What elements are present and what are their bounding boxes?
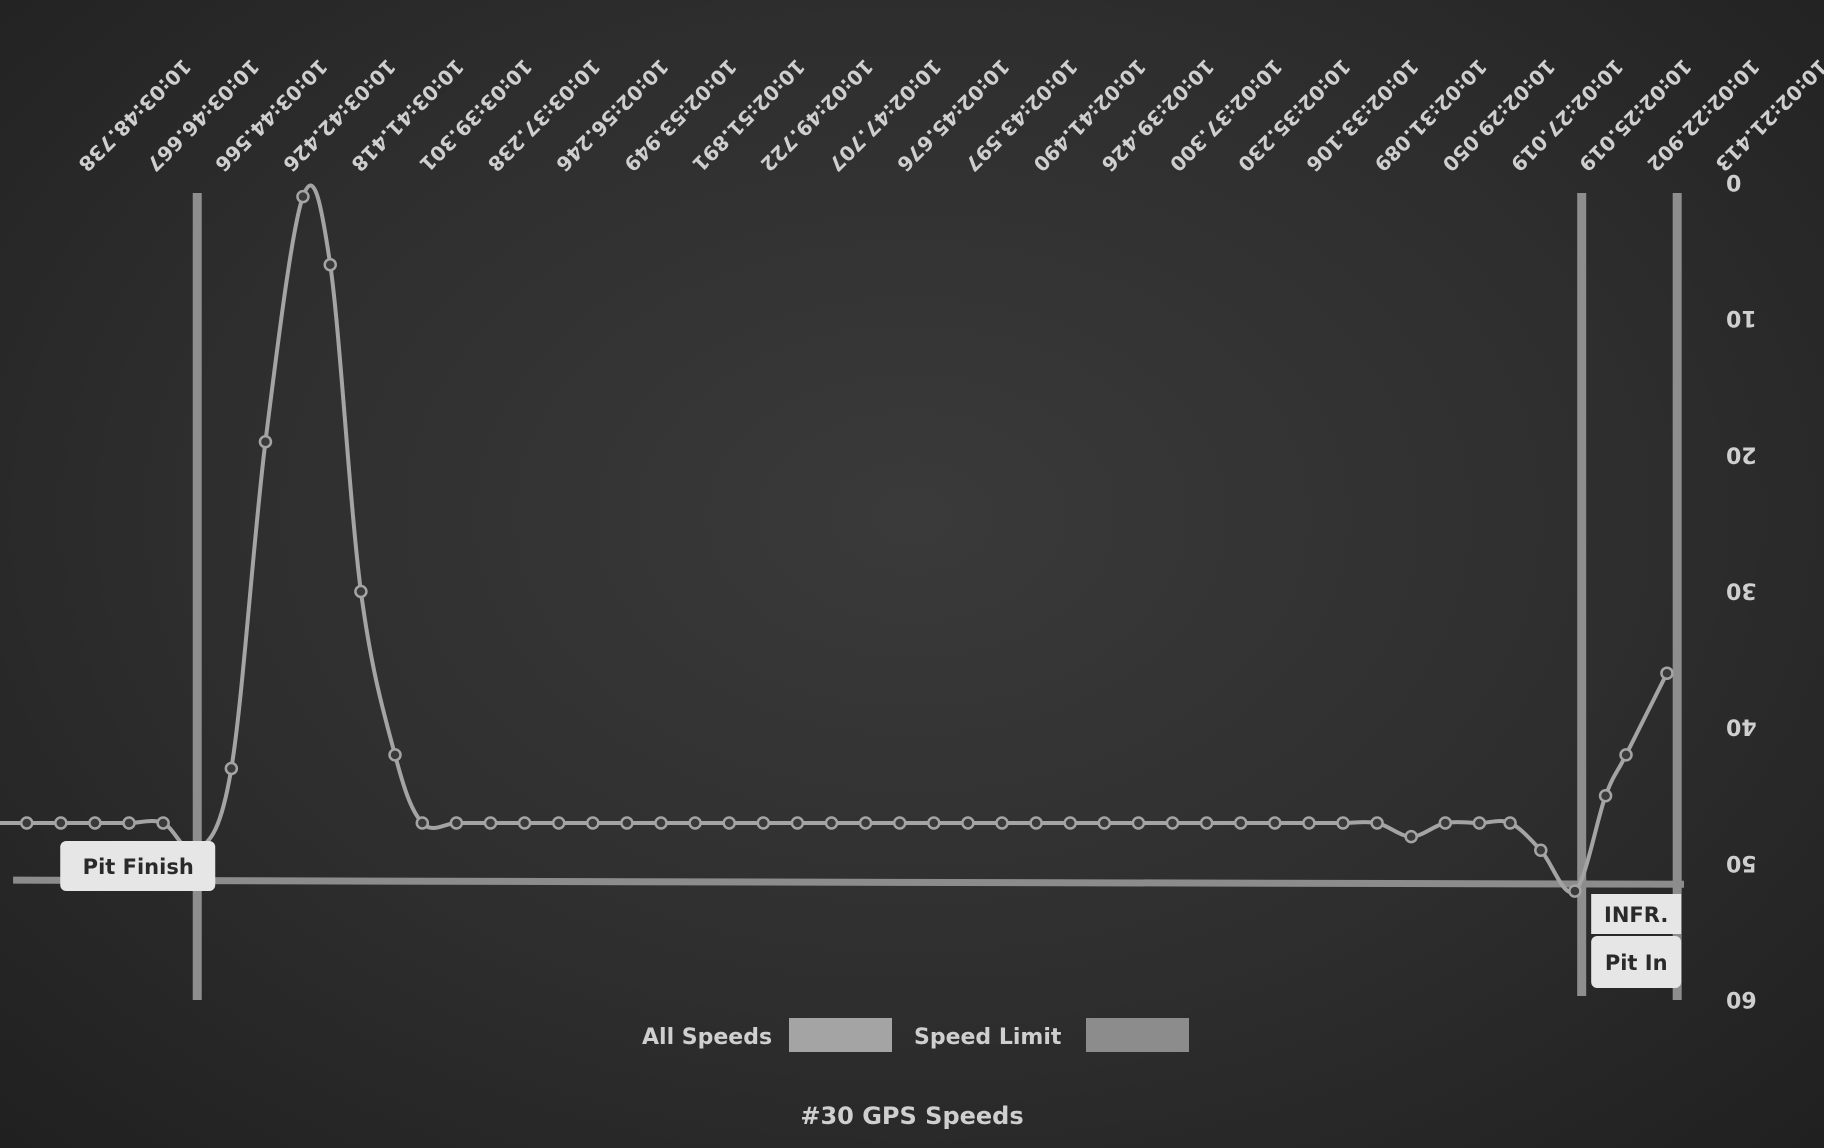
series-speed-limit-line [13, 876, 1685, 888]
data-point [927, 816, 941, 830]
x-tick-label: 10:02:21.413 [1710, 54, 1824, 176]
pit-in-flag-label: Pit In [1605, 951, 1668, 975]
data-point [388, 748, 402, 762]
y-tick-label: 10 [1726, 305, 1757, 330]
data-point [1438, 816, 1453, 830]
data-point [323, 257, 337, 272]
infr-flag-label: INFR. [1604, 903, 1668, 927]
pit-in-flag-box [1591, 936, 1682, 988]
pit-finish-flag-box [60, 841, 216, 891]
data-point [1268, 816, 1282, 830]
data-point [1568, 884, 1582, 898]
data-point [688, 816, 702, 830]
data-point [1598, 789, 1613, 803]
data-point [961, 816, 975, 830]
data-point [1097, 816, 1112, 830]
data-point [1165, 816, 1180, 830]
data-point [586, 816, 600, 830]
pit-finish-flag-label: Pit Finish [83, 855, 194, 879]
data-point [19, 816, 34, 830]
data-point [1131, 816, 1146, 830]
data-point [824, 816, 839, 830]
data-point [354, 584, 368, 599]
series-all-speeds-line [0, 183, 1669, 895]
data-point [1370, 816, 1384, 830]
legend-label-all-speeds: All Speeds [642, 1025, 772, 1050]
data-point [296, 189, 310, 204]
y-tick-label: 30 [1726, 578, 1757, 603]
data-point [1199, 816, 1214, 830]
data-point [1472, 816, 1487, 830]
y-tick-label: 20 [1726, 441, 1757, 466]
legend-swatch-speed-limit [1086, 1018, 1189, 1052]
data-point [156, 816, 170, 830]
data-point [654, 816, 668, 830]
y-tick-label: 60 [1726, 986, 1757, 1011]
data-point [1302, 816, 1316, 830]
data-point [517, 816, 532, 830]
data-point [551, 816, 566, 830]
data-point [415, 816, 430, 830]
data-point [88, 816, 102, 830]
data-point [620, 816, 634, 830]
data-point [483, 816, 498, 830]
data-point [892, 816, 907, 830]
infr-flag-box [1591, 894, 1682, 934]
data-point [1404, 829, 1418, 844]
data-point [1063, 816, 1077, 830]
data-point [449, 816, 464, 830]
data-point [790, 816, 805, 830]
data-point [1233, 816, 1248, 830]
data-point [722, 816, 736, 830]
data-point [258, 434, 273, 449]
data-point [756, 816, 771, 830]
y-tick-label: 50 [1726, 850, 1757, 875]
data-point [1534, 843, 1548, 857]
y-tick-label: 0 [1726, 169, 1741, 194]
data-point [1619, 748, 1633, 762]
data-point [858, 816, 873, 830]
data-point [122, 816, 136, 830]
legend-label-speed-limit: Speed Limit [914, 1025, 1062, 1050]
data-point [1336, 816, 1350, 830]
data-point [1029, 816, 1043, 830]
y-tick-label: 40 [1726, 714, 1757, 739]
data-point [224, 761, 239, 776]
data-point [1660, 666, 1674, 680]
data-point [995, 816, 1009, 830]
chart-title: #30 GPS Speeds [800, 1102, 1023, 1130]
legend-swatch-all-speeds [789, 1018, 892, 1052]
data-point [1503, 816, 1517, 830]
data-point [54, 816, 68, 830]
